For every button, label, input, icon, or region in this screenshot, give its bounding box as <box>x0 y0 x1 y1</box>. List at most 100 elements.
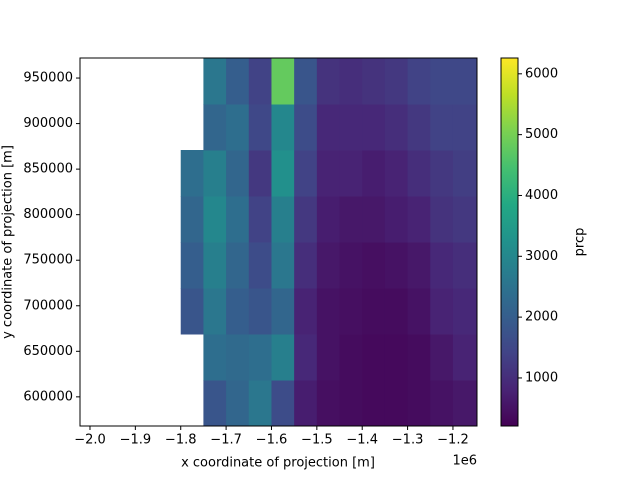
x-axis-label: x coordinate of projection [m] <box>181 456 375 471</box>
heatmap-cell <box>430 104 454 151</box>
heatmap-cell <box>316 150 341 197</box>
heatmap-cell <box>294 196 318 243</box>
heatmap-cell <box>294 150 318 197</box>
heatmap-cell <box>294 334 318 381</box>
heatmap-cell <box>339 58 363 105</box>
heatmap-cell <box>430 242 454 289</box>
heatmap-cell <box>339 242 363 289</box>
heatmap-cell <box>339 334 363 381</box>
heatmap-cell <box>430 196 454 243</box>
x-offset-label: 1e6 <box>452 454 477 469</box>
heatmap-cell <box>316 242 341 289</box>
heatmap-cell <box>430 150 454 197</box>
heatmap-cell <box>271 380 295 427</box>
heatmap-cell <box>271 242 295 289</box>
heatmap-cell <box>248 242 272 289</box>
heatmap-cell <box>203 242 227 289</box>
colorbar-tick-label: 4000 <box>525 188 558 203</box>
heatmap-cell <box>316 104 341 151</box>
heatmap-cell <box>203 334 227 381</box>
x-tick-label: −1.6 <box>256 433 288 448</box>
heatmap-cell <box>226 334 250 381</box>
heatmap-cell <box>226 380 250 427</box>
heatmap-cell <box>384 58 409 105</box>
heatmap-cell <box>203 104 227 151</box>
heatmap-cell <box>384 334 409 381</box>
heatmap-cell <box>407 334 431 381</box>
y-tick-label: 900000 <box>23 116 73 131</box>
x-tick-label: −1.5 <box>301 433 333 448</box>
heatmap-cell <box>339 196 363 243</box>
heatmap-cell <box>407 104 431 151</box>
x-tick-label: −1.7 <box>210 433 242 448</box>
heatmap-cell <box>248 150 272 197</box>
heatmap-cell <box>248 380 272 427</box>
heatmap-cell <box>226 196 250 243</box>
heatmap-cell <box>294 380 318 427</box>
heatmap-cell <box>226 288 250 335</box>
y-tick-label: 600000 <box>23 389 73 404</box>
heatmap-cell <box>362 196 386 243</box>
heatmap-cell <box>339 380 363 427</box>
heatmap-cell <box>316 380 341 427</box>
heatmap-cell <box>180 288 204 335</box>
heatmap-cell <box>362 334 386 381</box>
heatmap-cell <box>180 196 204 243</box>
heatmap-cell <box>339 288 363 335</box>
heatmap-cell <box>430 334 454 381</box>
heatmap-cell <box>407 242 431 289</box>
heatmap-cell <box>362 104 386 151</box>
colorbar-tick-label: 1000 <box>525 370 558 385</box>
heatmap-cell <box>316 288 341 335</box>
y-tick-label: 800000 <box>23 207 73 222</box>
heatmap-cell <box>203 58 227 105</box>
heatmap-cell <box>248 288 272 335</box>
heatmap-cell <box>248 334 272 381</box>
heatmap-cell <box>203 380 227 427</box>
heatmap-cell <box>226 58 250 105</box>
y-tick-label: 750000 <box>23 253 73 268</box>
heatmap-cell <box>180 150 204 197</box>
heatmap-cell <box>407 380 431 427</box>
heatmap-cell <box>271 288 295 335</box>
colorbar-tick-label: 2000 <box>525 310 558 325</box>
heatmap-cell <box>203 288 227 335</box>
heatmap-cell <box>203 150 227 197</box>
heatmap-cell <box>407 288 431 335</box>
colorbar <box>500 57 519 427</box>
heatmap-cell <box>362 288 386 335</box>
x-tick-label: −2.0 <box>74 433 106 448</box>
heatmap-cell <box>452 196 478 243</box>
colorbar-tick-label: 5000 <box>525 127 558 142</box>
y-axis-label: y coordinate of projection [m] <box>1 145 16 339</box>
x-tick-label: −1.2 <box>437 433 469 448</box>
heatmap-cell <box>271 58 295 105</box>
x-tick-label: −1.3 <box>392 433 424 448</box>
colorbar-label: prcp <box>573 228 588 257</box>
heatmap-cell <box>339 104 363 151</box>
heatmap-cell <box>362 242 386 289</box>
heatmap-cell <box>430 58 454 105</box>
x-tick-label: −1.4 <box>346 433 378 448</box>
heatmap-cell <box>407 150 431 197</box>
heatmap-cell <box>316 58 341 105</box>
colorbar-tick-label: 6000 <box>525 66 558 81</box>
heatmap-cell <box>452 288 478 335</box>
heatmap-cell <box>430 288 454 335</box>
heatmap-cell <box>362 150 386 197</box>
x-tick-label: −1.8 <box>165 433 197 448</box>
y-tick-label: 850000 <box>23 162 73 177</box>
heatmap-cell <box>452 242 478 289</box>
heatmap-cell <box>362 380 386 427</box>
heatmap-cell <box>248 58 272 105</box>
heatmap-cell <box>203 196 227 243</box>
heatmap-cell <box>248 104 272 151</box>
heatmap-cell <box>339 150 363 197</box>
y-tick-label: 700000 <box>23 298 73 313</box>
heatmap-cell <box>316 196 341 243</box>
heatmap-cell <box>407 196 431 243</box>
heatmap-cell <box>226 104 250 151</box>
heatmap-cell <box>248 196 272 243</box>
heatmap-cell <box>452 58 478 105</box>
